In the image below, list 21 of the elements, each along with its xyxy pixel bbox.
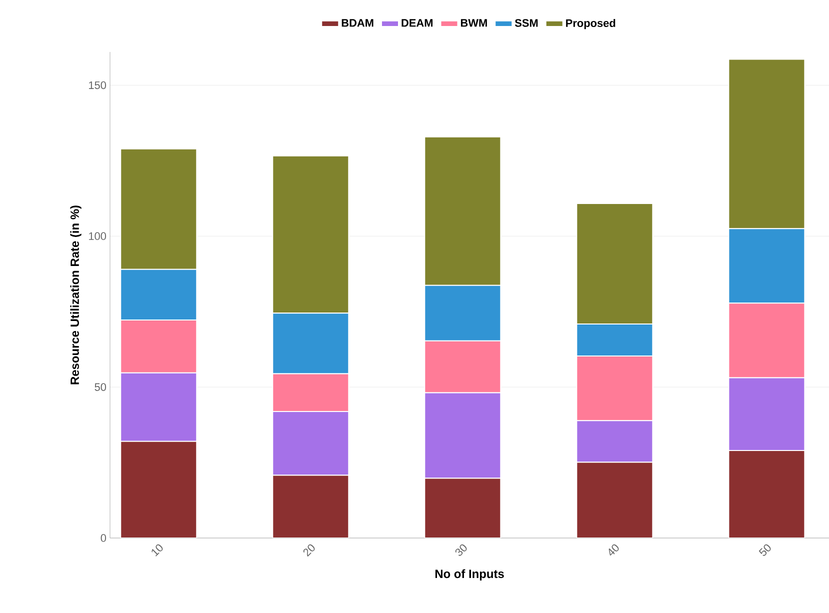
bar <box>728 450 806 538</box>
legend-label: SSM <box>514 19 538 27</box>
bar <box>120 440 198 538</box>
x-tick-label: 50 <box>758 544 771 556</box>
bar <box>272 474 350 538</box>
legend-label: BWM <box>460 19 487 27</box>
x-tick-label: 40 <box>608 544 619 556</box>
x-tick-label: 30 <box>455 544 467 556</box>
bar <box>576 462 654 538</box>
x-tick-label: 10 <box>152 544 163 556</box>
legend-label: DEAM <box>402 19 433 27</box>
x-axis-title: No of Inputs <box>435 569 504 580</box>
x-tick-label: 20 <box>303 544 315 557</box>
y-axis-title: Resource Utilization Rate (in %) <box>70 206 82 384</box>
legend-label: Proposed <box>566 18 616 30</box>
legend-label: BDAM <box>342 19 374 27</box>
y-tick-label: 0 <box>100 534 106 542</box>
bar <box>424 478 502 538</box>
y-tick-label: 100 <box>89 232 106 240</box>
y-tick-label: 150 <box>89 81 106 90</box>
y-tick-label: 50 <box>94 383 106 391</box>
